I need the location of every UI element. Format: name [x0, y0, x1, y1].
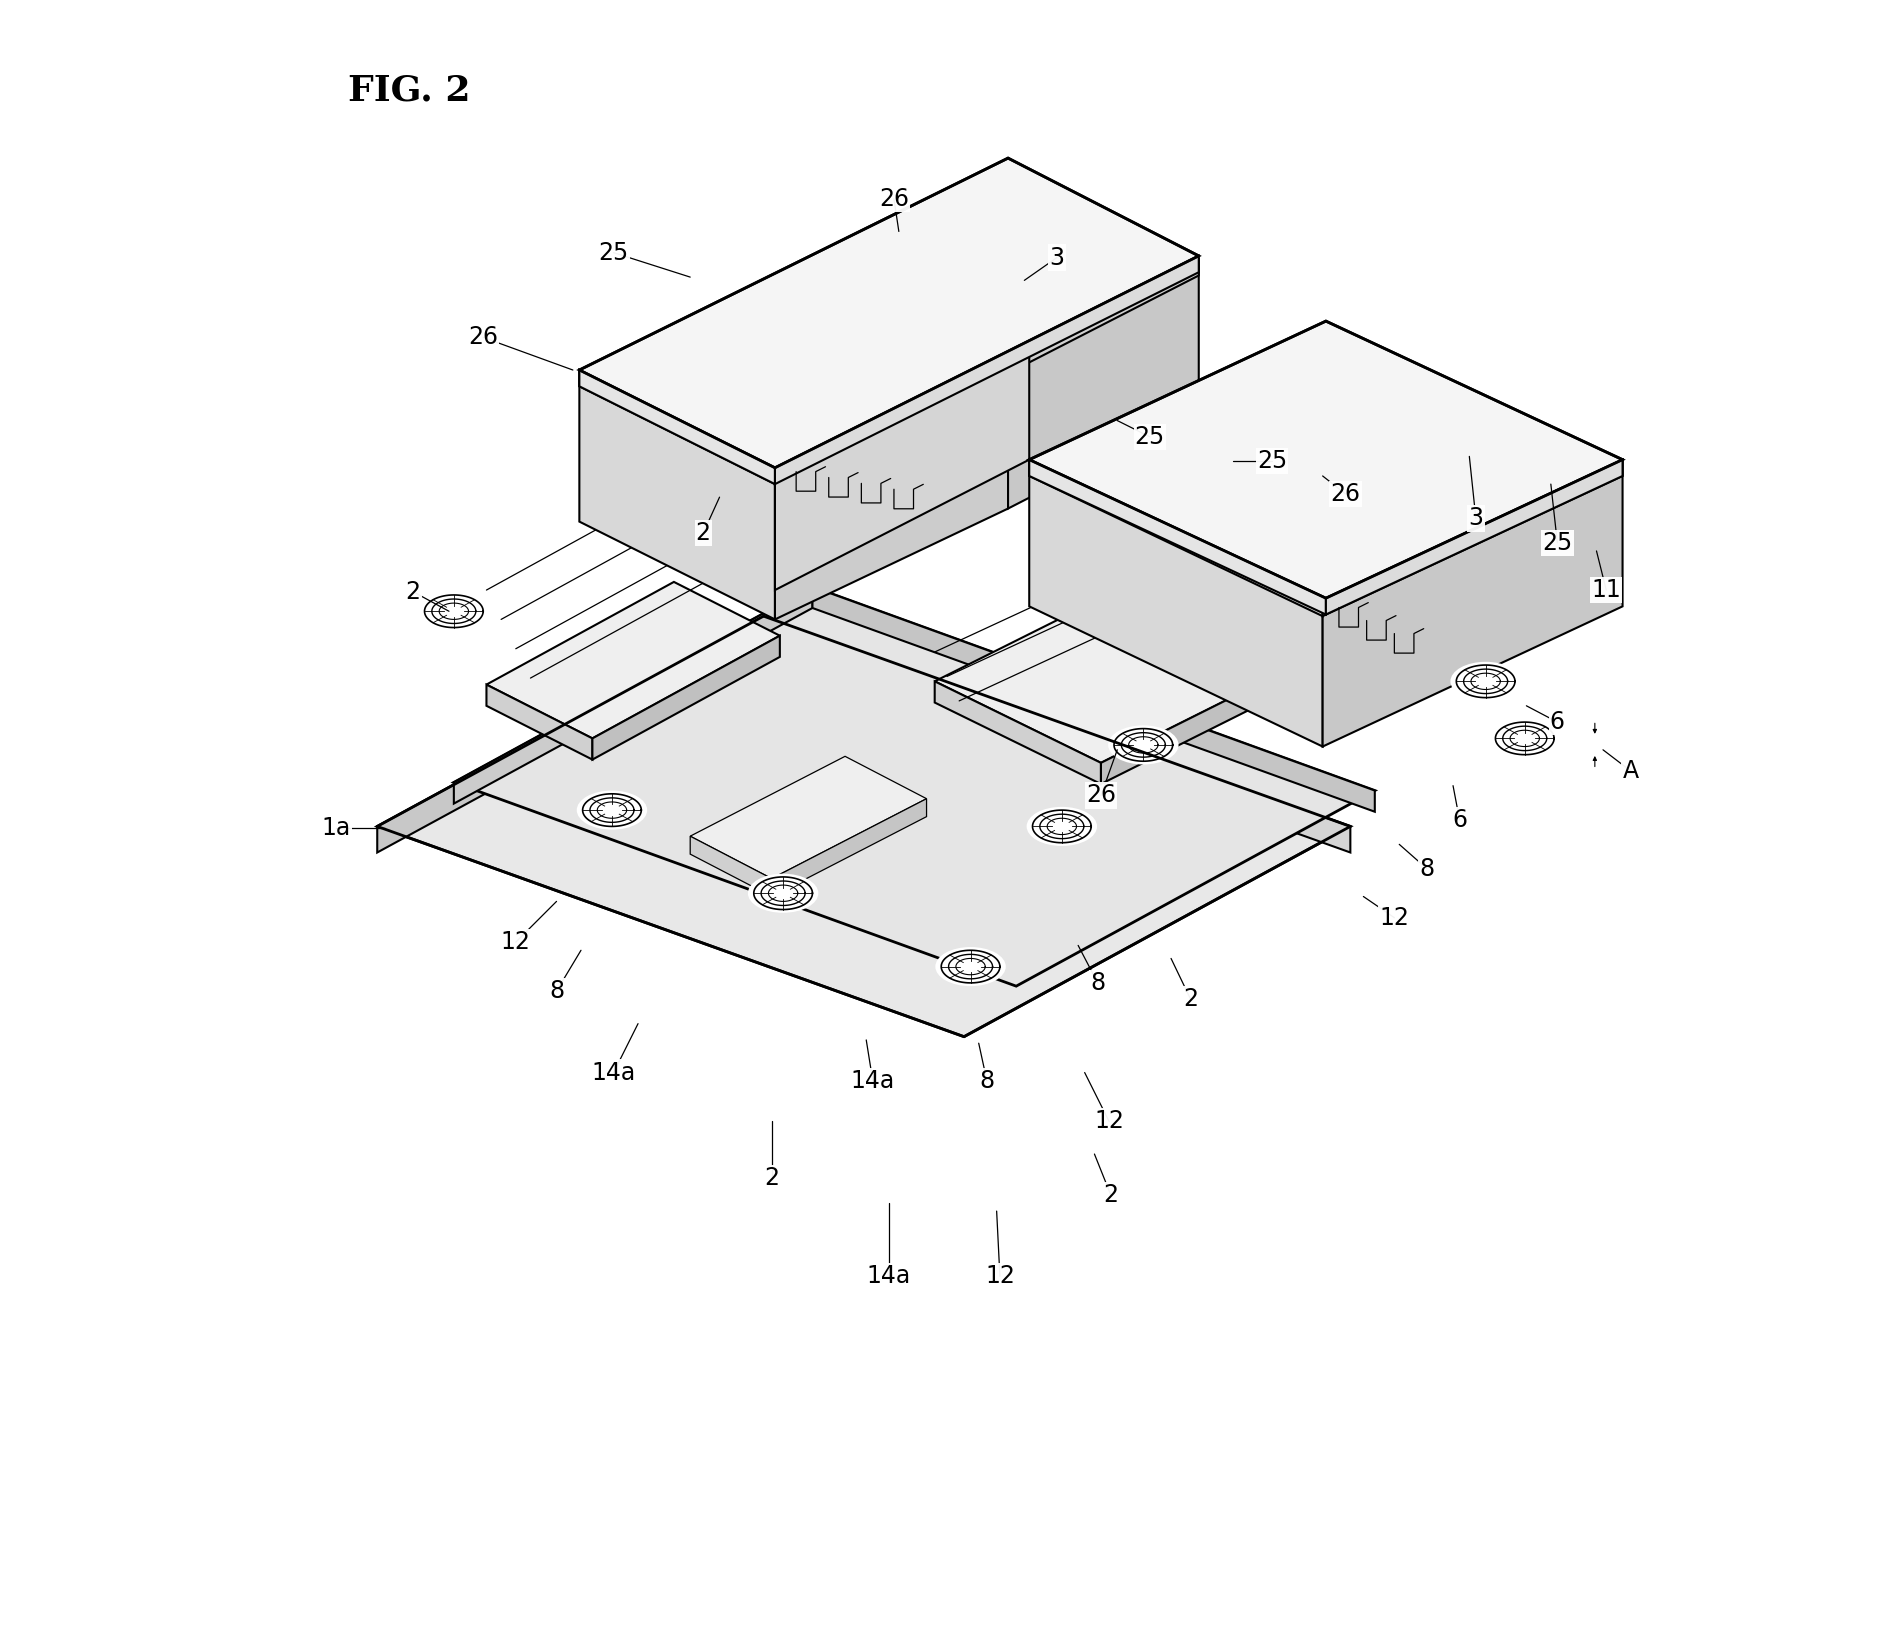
Text: 2: 2	[1183, 988, 1198, 1011]
Polygon shape	[690, 836, 772, 897]
Text: 26: 26	[1086, 784, 1116, 807]
Text: 1a: 1a	[321, 817, 352, 839]
Polygon shape	[934, 681, 1101, 784]
Text: 2: 2	[405, 580, 420, 603]
Ellipse shape	[418, 592, 489, 631]
Text: 26: 26	[1331, 482, 1360, 505]
Text: 14a: 14a	[867, 1265, 911, 1288]
Polygon shape	[580, 158, 1198, 468]
Text: 6: 6	[1451, 808, 1466, 831]
Text: 12: 12	[500, 931, 531, 954]
Text: 6: 6	[1550, 711, 1565, 734]
Ellipse shape	[1489, 719, 1560, 758]
Polygon shape	[1029, 460, 1322, 747]
Polygon shape	[774, 357, 1008, 619]
Text: 14a: 14a	[850, 1069, 894, 1092]
Polygon shape	[1008, 259, 1198, 509]
Polygon shape	[580, 370, 774, 484]
Polygon shape	[772, 799, 926, 896]
Polygon shape	[377, 616, 1350, 1037]
Text: 8: 8	[1419, 857, 1434, 880]
Polygon shape	[377, 616, 763, 852]
Text: 25: 25	[599, 241, 630, 264]
Text: 14a: 14a	[592, 1061, 635, 1084]
Text: 12: 12	[985, 1265, 1016, 1288]
Polygon shape	[1322, 460, 1622, 616]
Polygon shape	[1029, 321, 1622, 598]
Text: 3: 3	[1468, 507, 1484, 530]
Polygon shape	[812, 587, 1375, 812]
Ellipse shape	[576, 791, 647, 830]
Polygon shape	[1029, 460, 1326, 615]
Ellipse shape	[936, 947, 1006, 986]
Polygon shape	[487, 685, 592, 760]
Polygon shape	[1029, 460, 1322, 616]
Polygon shape	[774, 256, 1198, 484]
Polygon shape	[455, 587, 812, 804]
Ellipse shape	[1451, 662, 1522, 701]
Polygon shape	[592, 636, 780, 760]
Ellipse shape	[747, 874, 818, 913]
Polygon shape	[580, 370, 774, 619]
Text: 12: 12	[1379, 906, 1409, 929]
Polygon shape	[774, 357, 1008, 484]
Polygon shape	[1326, 460, 1622, 615]
Polygon shape	[1101, 632, 1362, 784]
Text: 25: 25	[1257, 450, 1288, 473]
Polygon shape	[580, 370, 774, 484]
Polygon shape	[934, 551, 1362, 763]
Text: A: A	[1622, 760, 1640, 782]
Text: FIG. 2: FIG. 2	[348, 73, 470, 108]
Text: 25: 25	[1543, 531, 1573, 554]
Text: 3: 3	[1050, 246, 1065, 269]
Ellipse shape	[1109, 725, 1179, 764]
Text: 2: 2	[765, 1167, 780, 1190]
Text: 25: 25	[1135, 425, 1166, 448]
Text: 2: 2	[1103, 1183, 1118, 1206]
Ellipse shape	[1027, 807, 1097, 846]
Text: 26: 26	[468, 326, 498, 349]
Polygon shape	[1322, 460, 1622, 747]
Text: 8: 8	[980, 1069, 995, 1092]
Text: 8: 8	[550, 980, 565, 1002]
Text: 2: 2	[696, 522, 711, 544]
Text: 12: 12	[1094, 1110, 1124, 1133]
Polygon shape	[1008, 259, 1198, 373]
Text: 11: 11	[1592, 579, 1621, 601]
Text: 8: 8	[1090, 971, 1105, 994]
Polygon shape	[455, 587, 1375, 986]
Polygon shape	[763, 616, 1350, 852]
Polygon shape	[487, 582, 780, 738]
Text: 26: 26	[879, 187, 909, 210]
Polygon shape	[774, 337, 1029, 590]
Polygon shape	[690, 756, 926, 879]
